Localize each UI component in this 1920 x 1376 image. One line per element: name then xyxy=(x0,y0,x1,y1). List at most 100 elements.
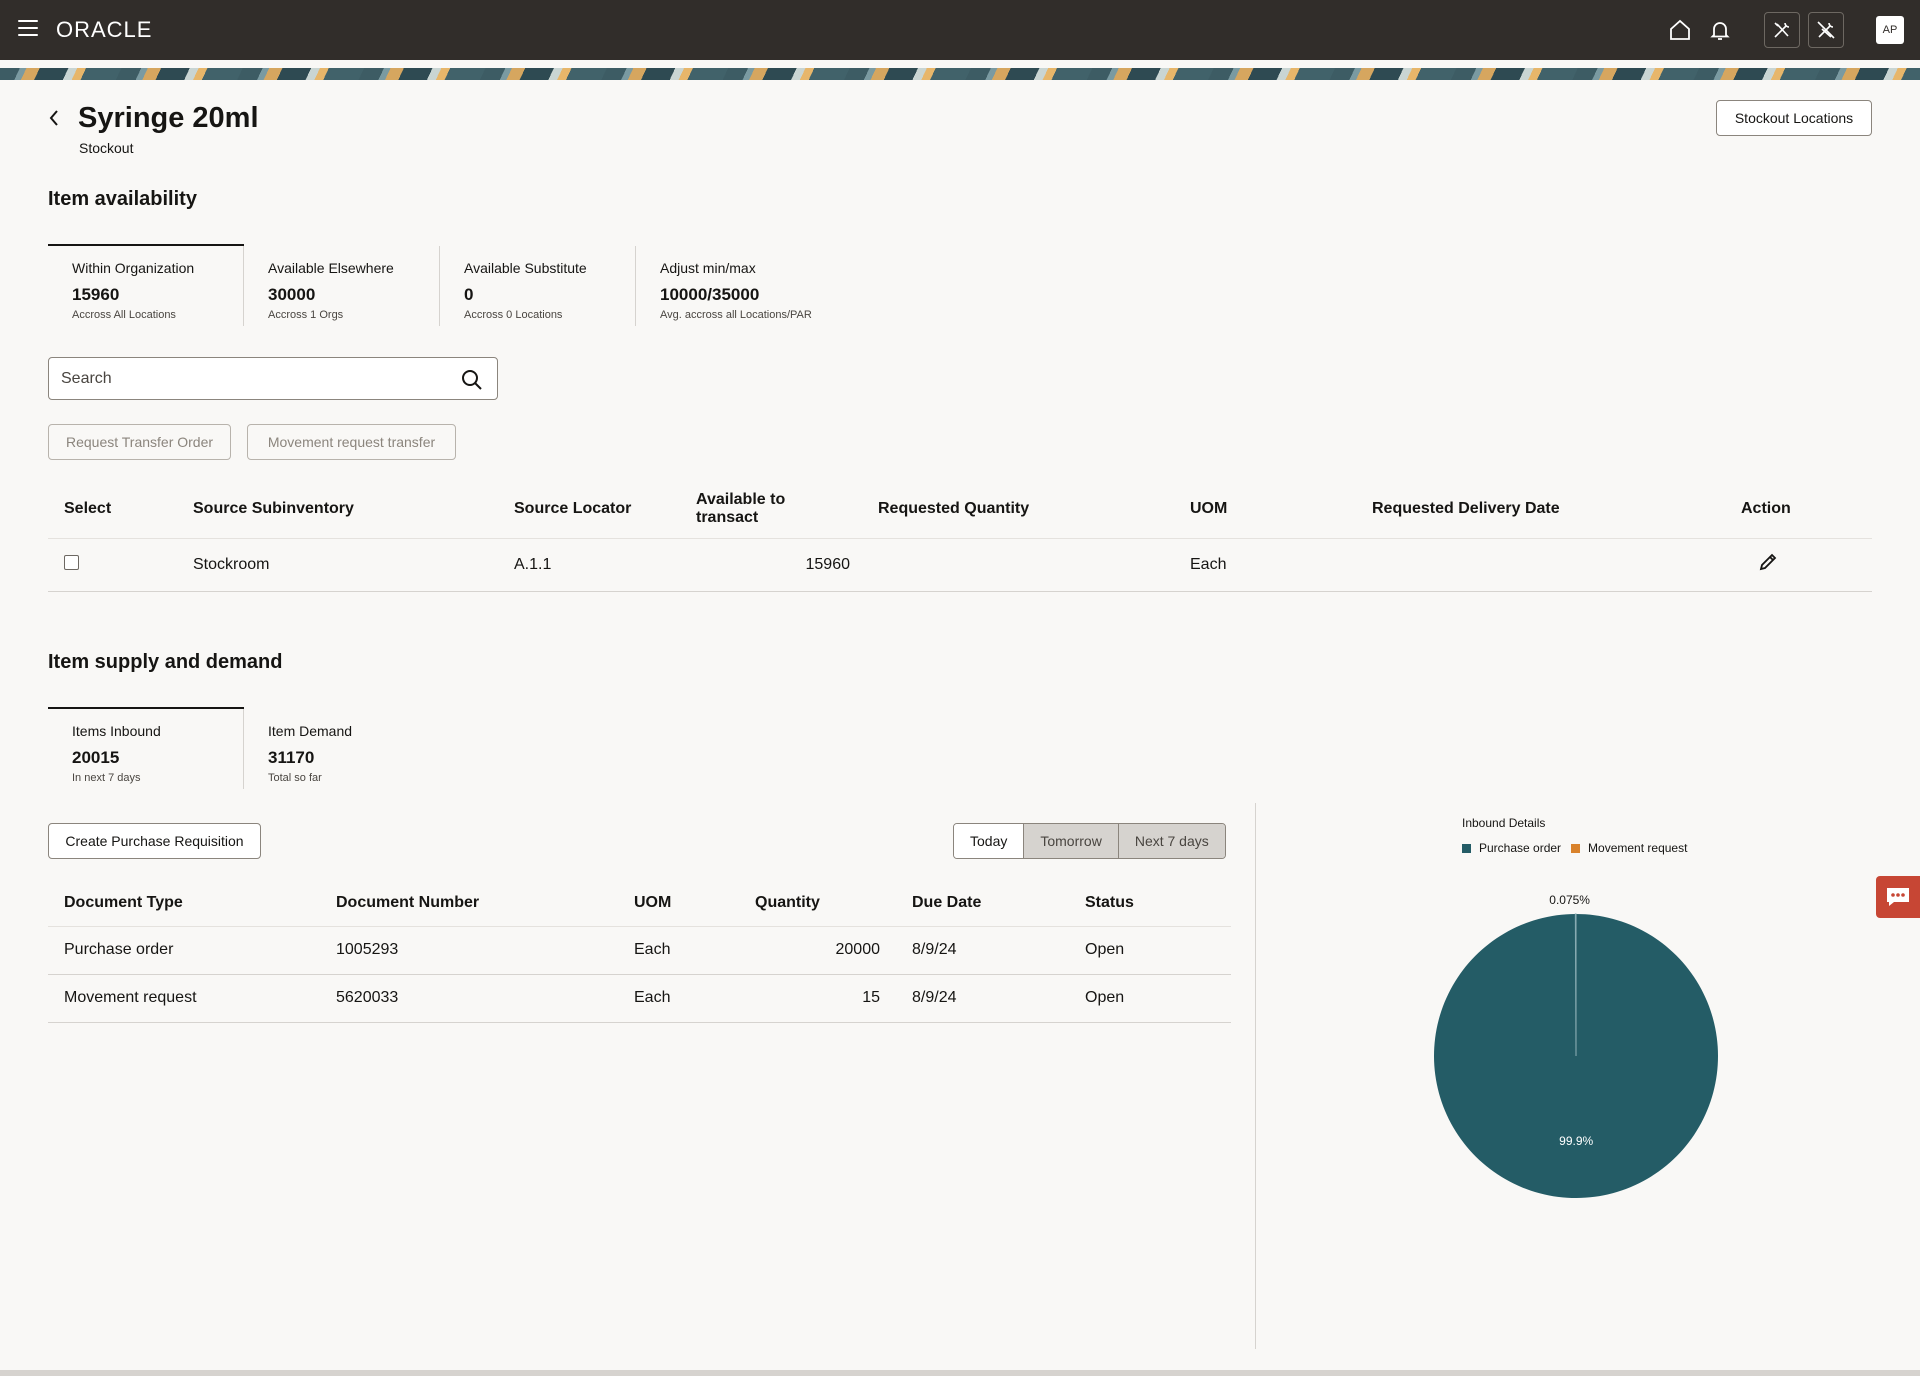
oracle-logo[interactable]: ORACLE xyxy=(56,17,153,42)
user-avatar[interactable]: AP xyxy=(1876,16,1904,44)
column-header-select: Select xyxy=(48,480,193,539)
request-transfer-order-button[interactable]: Request Transfer Order xyxy=(48,424,231,460)
supply-stats: Items Inbound 20015 In next 7 days Item … xyxy=(48,707,440,789)
column-header-quantity: Quantity xyxy=(755,880,912,927)
column-header-available-line2: transact xyxy=(696,508,759,526)
legend-item-purchase-order[interactable]: Purchase order xyxy=(1462,841,1561,855)
stat-sub: Accross 1 Orgs xyxy=(268,309,344,321)
legend-item-movement-request[interactable]: Movement request xyxy=(1571,841,1687,855)
chat-button[interactable] xyxy=(1876,876,1920,918)
cell-uom: Each xyxy=(634,926,755,975)
column-header-source-subinventory: Source Subinventory xyxy=(193,480,514,539)
stat-label: Available Elsewhere xyxy=(268,260,394,276)
movement-request-transfer-button[interactable]: Movement request transfer xyxy=(247,424,456,460)
decorative-banner xyxy=(0,68,1920,80)
cell-due-date: 8/9/24 xyxy=(912,926,1085,975)
column-header-available-to-transact: Available to transact xyxy=(696,480,878,539)
legend-swatch xyxy=(1571,843,1581,853)
segment-next-7-days[interactable]: Next 7 days xyxy=(1117,824,1225,858)
cell-due-date: 8/9/24 xyxy=(912,974,1085,1023)
cell-document-type: Purchase order xyxy=(48,926,336,975)
stat-label: Available Substitute xyxy=(464,260,587,276)
stat-value: 30000 xyxy=(268,285,316,304)
stat-adjust-min-max[interactable]: Adjust min/max 10000/35000 Avg. accross … xyxy=(636,246,832,326)
bell-icon[interactable] xyxy=(1706,16,1734,44)
tools-off-icon[interactable] xyxy=(1808,12,1844,48)
stockout-locations-button[interactable]: Stockout Locations xyxy=(1716,100,1872,136)
segment-today[interactable]: Today xyxy=(954,824,1024,858)
column-header-available-line1: Available to xyxy=(696,490,786,508)
legend-label: Purchase order xyxy=(1479,841,1562,855)
chart-title: Inbound Details xyxy=(1462,816,1546,830)
table-row: Movement request 5620033 Each 15 8/9/24 … xyxy=(48,974,1231,1023)
stat-value: 10000/35000 xyxy=(660,285,760,304)
supply-table: Document Type Document Number UOM Quanti… xyxy=(48,880,1231,1023)
column-header-document-type: Document Type xyxy=(48,880,336,927)
cell-status: Open xyxy=(1085,926,1231,975)
cell-requested-delivery-date[interactable] xyxy=(1372,538,1741,592)
stat-value: 20015 xyxy=(72,748,120,767)
stat-value: 15960 xyxy=(72,285,120,304)
chart-legend: Purchase order Movement request xyxy=(1462,841,1697,855)
cell-uom: Each xyxy=(634,974,755,1023)
cell-available-to-transact: 15960 xyxy=(696,538,878,592)
stat-within-organization[interactable]: Within Organization 15960 Accross All Lo… xyxy=(48,244,244,326)
pie-label-purchase-order: 99.9% xyxy=(1559,1134,1593,1148)
cell-document-number: 1005293 xyxy=(336,926,634,975)
stat-items-inbound[interactable]: Items Inbound 20015 In next 7 days xyxy=(48,707,244,789)
stat-sub: Total so far xyxy=(268,772,322,784)
segment-tomorrow[interactable]: Tomorrow xyxy=(1023,824,1118,858)
column-header-requested-quantity: Requested Quantity xyxy=(878,480,1190,539)
cell-uom: Each xyxy=(1190,538,1372,592)
row-select-checkbox[interactable] xyxy=(64,554,79,570)
cell-document-number: 5620033 xyxy=(336,974,634,1023)
stat-value: 31170 xyxy=(268,748,315,767)
chevron-left-icon xyxy=(49,110,58,126)
stat-available-elsewhere[interactable]: Available Elsewhere 30000 Accross 1 Orgs xyxy=(244,246,440,326)
pie-label-movement-request: 0.075% xyxy=(1549,893,1590,907)
availability-table: Select Source Subinventory Source Locato… xyxy=(48,480,1872,592)
stat-label: Items Inbound xyxy=(72,723,161,739)
search-box xyxy=(48,357,498,400)
create-purchase-requisition-button[interactable]: Create Purchase Requisition xyxy=(48,823,261,859)
item-supply-demand-title: Item supply and demand xyxy=(48,651,283,673)
back-button[interactable] xyxy=(44,106,64,130)
column-header-status: Status xyxy=(1085,880,1231,927)
cell-status: Open xyxy=(1085,974,1231,1023)
stat-sub: Accross 0 Locations xyxy=(464,309,563,321)
availability-stats: Within Organization 15960 Accross All Lo… xyxy=(48,244,832,326)
edit-pencil-icon[interactable] xyxy=(1757,551,1779,573)
stat-label: Within Organization xyxy=(72,260,195,276)
search-icon[interactable] xyxy=(461,369,483,391)
column-header-document-number: Document Number xyxy=(336,880,634,927)
search-input[interactable] xyxy=(49,358,449,399)
page-title: Syringe 20ml xyxy=(78,102,259,134)
column-header-uom: UOM xyxy=(634,880,755,927)
cell-source-locator: A.1.1 xyxy=(514,538,696,592)
cell-quantity: 20000 xyxy=(755,926,912,975)
table-row: Purchase order 1005293 Each 20000 8/9/24… xyxy=(48,926,1231,975)
tools-icon[interactable] xyxy=(1764,12,1800,48)
stat-label: Adjust min/max xyxy=(660,260,756,276)
menu-icon[interactable] xyxy=(18,20,38,36)
date-range-toggle: Today Tomorrow Next 7 days xyxy=(953,823,1226,859)
bottom-scroll-bar xyxy=(0,1370,1920,1376)
stat-label: Item Demand xyxy=(268,723,353,739)
stat-available-substitute[interactable]: Available Substitute 0 Accross 0 Locatio… xyxy=(440,246,636,326)
panel-divider xyxy=(1255,803,1256,1349)
cell-source-subinventory: Stockroom xyxy=(193,538,514,592)
table-row: Stockroom A.1.1 15960 Each xyxy=(48,538,1872,592)
stat-sub: Accross All Locations xyxy=(72,309,176,321)
stat-value: 0 xyxy=(464,285,474,304)
table-header-row: Document Type Document Number UOM Quanti… xyxy=(48,880,1231,927)
stat-item-demand[interactable]: Item Demand 31170 Total so far xyxy=(244,709,440,789)
stat-sub: In next 7 days xyxy=(72,772,141,784)
item-availability-title: Item availability xyxy=(48,188,197,210)
inbound-pie-chart: 99.9% 0.075% xyxy=(1434,893,1719,1198)
table-header-row: Select Source Subinventory Source Locato… xyxy=(48,480,1872,539)
legend-label: Movement request xyxy=(1588,841,1688,855)
cell-document-type: Movement request xyxy=(48,974,336,1023)
column-header-uom: UOM xyxy=(1190,480,1372,539)
cell-requested-quantity[interactable] xyxy=(878,538,1190,592)
home-icon[interactable] xyxy=(1666,16,1694,44)
